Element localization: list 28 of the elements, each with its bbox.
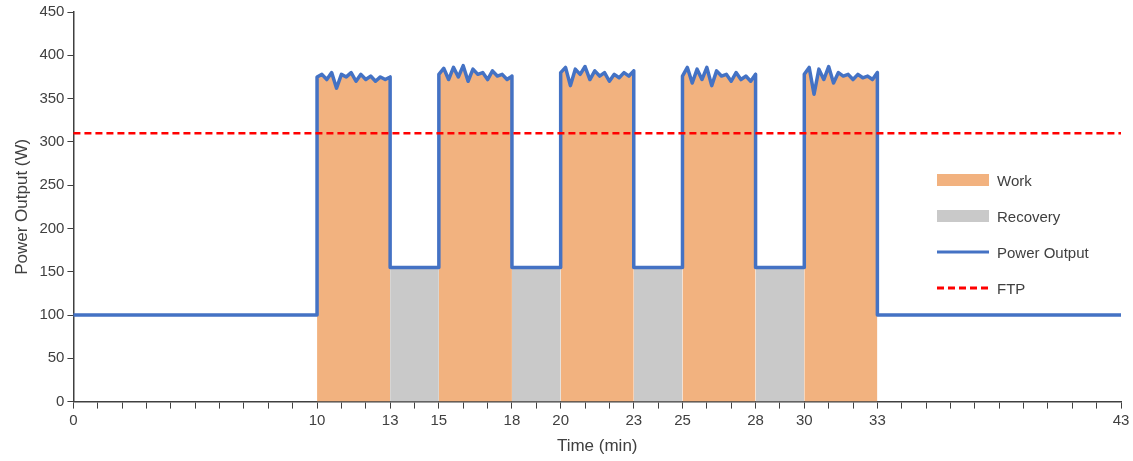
y-tick-label: 200 <box>39 218 65 236</box>
x-tick-label: 10 <box>308 410 326 428</box>
x-tick-label: 15 <box>430 410 448 428</box>
y-tick-label: 450 <box>39 2 65 20</box>
x-tick-label: 18 <box>503 410 521 428</box>
legend-label: FTP <box>997 279 1026 297</box>
x-tick-label: 0 <box>69 410 78 428</box>
x-tick-label: 13 <box>381 410 399 428</box>
y-tick-label: 50 <box>47 348 65 366</box>
legend-label: Power Output <box>997 243 1089 261</box>
y-tick-label: 400 <box>39 45 65 63</box>
y-tick-label: 100 <box>39 305 65 323</box>
y-tick-label: 150 <box>39 261 65 279</box>
x-tick-label: 43 <box>1112 410 1130 428</box>
x-axis-title: Time (min) <box>556 436 638 456</box>
x-tick-label: 20 <box>552 410 570 428</box>
y-axis-title: Power Output (W) <box>11 138 31 275</box>
x-tick-label: 30 <box>795 410 813 428</box>
y-tick-label: 0 <box>56 391 65 409</box>
x-tick-label: 23 <box>625 410 643 428</box>
y-tick-label: 350 <box>39 88 65 106</box>
y-tick-label: 300 <box>39 132 65 150</box>
legend-label: Recovery <box>997 207 1061 225</box>
x-tick-label: 25 <box>674 410 691 428</box>
y-tick-label: 250 <box>39 175 65 193</box>
x-tick-label: 28 <box>747 410 764 428</box>
x-tick-label: 33 <box>869 410 886 428</box>
legend-label: Work <box>997 171 1032 189</box>
